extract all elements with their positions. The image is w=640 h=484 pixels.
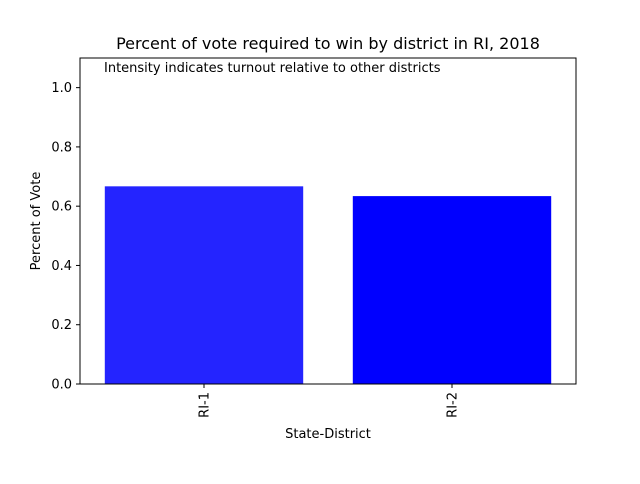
y-tick-label: 1.0 [51,81,72,96]
x-axis-label: State-District [285,427,371,442]
chart-title: Percent of vote required to win by distr… [116,34,540,53]
bars-layer [104,186,552,384]
y-tick-label: 0.6 [51,200,72,215]
y-tick-label: 0.4 [51,259,72,274]
x-tick-label: RI-1 [198,392,213,418]
x-tick-label: RI-2 [446,392,461,418]
x-axis: RI-1 RI-2 [198,384,461,418]
y-axis: 0.0 0.2 0.4 0.6 0.8 1.0 [51,81,80,393]
chart-annotation: Intensity indicates turnout relative to … [104,61,441,76]
y-axis-label: Percent of Vote [29,172,44,271]
y-tick-label: 0.2 [51,318,72,333]
y-tick-label: 0.8 [51,140,72,155]
plot-frame [79,57,577,385]
bar-ri-2 [352,196,552,384]
y-tick-label: 0.0 [51,378,72,393]
bar-ri-1 [104,186,304,384]
